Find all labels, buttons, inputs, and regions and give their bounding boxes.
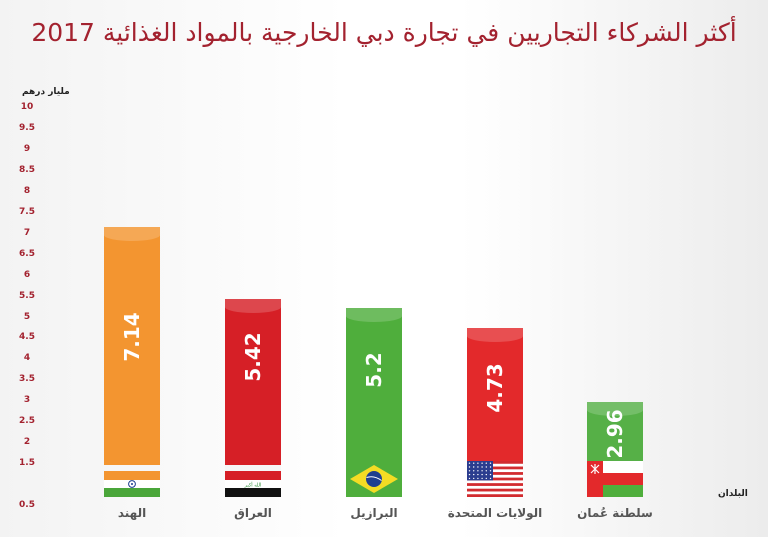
y-tick-label: 6 <box>23 269 31 280</box>
bar-cap-highlight <box>225 298 281 313</box>
bar-value-label: 4.73 <box>483 363 507 413</box>
flag-usa-icon <box>467 460 523 497</box>
flag-iraq-icon: الله أكبر <box>225 470 281 497</box>
y-tick-label: 3.5 <box>19 374 35 385</box>
y-tick-label: 4.5 <box>19 332 35 343</box>
bar-cap-highlight <box>467 327 523 342</box>
flag-india-icon <box>104 470 160 497</box>
bar-usa: 4.73 <box>467 327 523 497</box>
bar-value-label: 5.42 <box>241 332 265 382</box>
chart-title: أكثر الشركاء التجاريين في تجارة دبي الخا… <box>31 18 737 47</box>
y-tick-label: 0.5 <box>19 500 35 511</box>
flag-brazil-icon <box>346 460 402 497</box>
y-tick-label: 9.5 <box>19 122 35 133</box>
y-tick-label: 5.5 <box>19 290 35 301</box>
bar-value-label: 2.96 <box>603 409 627 460</box>
bar-value-label: 7.14 <box>120 312 144 362</box>
bar-cap-highlight <box>346 308 402 323</box>
y-tick-label: 9 <box>23 143 31 154</box>
bar-cap-highlight <box>104 226 160 241</box>
y-tick-label: 1.5 <box>19 458 35 469</box>
x-category-label: سلطنة عُمان <box>577 506 653 520</box>
y-tick-label: 8 <box>23 185 31 196</box>
y-axis-unit-label: مليار درهم <box>22 87 70 97</box>
bar-brazil: 5.2 <box>346 308 402 497</box>
y-tick-label: 5 <box>23 311 31 322</box>
y-tick-label: 8.5 <box>19 164 35 175</box>
y-tick-label: 2 <box>23 437 31 448</box>
y-tick-label: 4 <box>23 353 31 364</box>
bar-gap <box>225 464 281 471</box>
y-tick-label: 10 <box>20 102 34 112</box>
y-tick-label: 7 <box>23 227 31 238</box>
y-tick-label: 6.5 <box>19 248 35 259</box>
y-tick-label: 2.5 <box>19 416 35 427</box>
bar-oman: 2.96 <box>587 401 643 497</box>
x-category-label: الهند <box>117 506 147 520</box>
x-category-label: العراق <box>234 506 272 520</box>
x-category-label: الولايات المتحدة <box>447 506 543 520</box>
bar-value-label: 5.2 <box>362 352 386 388</box>
bar-india: 7.14 <box>104 226 160 497</box>
svg-text:الله أكبر: الله أكبر <box>244 481 262 488</box>
y-tick-label: 3 <box>23 395 31 406</box>
flag-oman-icon <box>587 460 643 497</box>
x-category-label: البرازيل <box>350 506 398 520</box>
bar-gap <box>104 464 160 471</box>
bar-iraq: 5.42 الله أكبر <box>225 298 281 497</box>
bar-cap-highlight <box>587 401 643 416</box>
x-axis-label: البلدان <box>718 489 748 499</box>
y-tick-label: 7.5 <box>19 206 35 217</box>
